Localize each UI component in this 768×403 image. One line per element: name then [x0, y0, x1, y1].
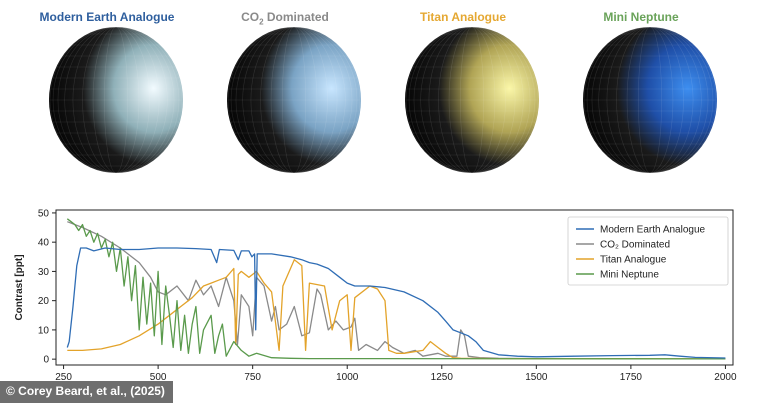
y-tick-label: 30 — [38, 267, 50, 278]
planet-co2-image — [227, 26, 361, 174]
y-tick-label: 0 — [43, 355, 49, 366]
series-line-mini-neptune — [66, 218, 726, 360]
x-tick-label: 1250 — [431, 372, 454, 380]
image-credit: © Corey Beard, et al., (2025) — [0, 381, 173, 403]
x-tick-label: 1750 — [620, 372, 643, 380]
legend-box — [567, 216, 729, 286]
y-tick-label: 50 — [38, 208, 50, 219]
legend-label: CO₂ Dominated — [600, 240, 670, 251]
legend-label: Titan Analogue — [600, 255, 667, 266]
legend-label: Modern Earth Analogue — [600, 225, 706, 236]
planet-label-modern-earth: Modern Earth Analogue — [39, 10, 175, 24]
planet-modern-earth-image — [49, 26, 183, 174]
y-tick-label: 20 — [38, 296, 50, 307]
y-axis-label: Contrast [ppt] — [14, 254, 25, 320]
series-line-modern-earth-analogue — [66, 247, 726, 359]
x-tick-label: 750 — [244, 372, 261, 380]
x-tick-label: 1000 — [336, 372, 359, 380]
contrast-spectrum-chart: 250 500 750 1000 1250 1500 1750 2000 0 10 20 30 40 50… — [14, 208, 737, 380]
planet-label-co2: CO2 Dominated — [241, 10, 329, 27]
series-line-titan-analogue — [67, 259, 726, 360]
planet-mini-neptune-image — [583, 26, 717, 174]
x-tick-label: 1500 — [525, 372, 548, 380]
planet-label-titan: Titan Analogue — [419, 10, 506, 24]
y-tick-label: 40 — [38, 238, 50, 249]
y-tick-label: 10 — [38, 325, 50, 336]
x-tick-label: 250 — [55, 372, 72, 380]
planet-label-mini-neptune: Mini Neptune — [603, 10, 679, 24]
planet-titan-image — [405, 26, 539, 174]
series-line-co-dominated — [67, 221, 726, 360]
legend-label: Mini Neptune — [600, 270, 659, 281]
x-tick-label: 2000 — [714, 372, 737, 380]
x-tick-label: 500 — [150, 372, 167, 380]
